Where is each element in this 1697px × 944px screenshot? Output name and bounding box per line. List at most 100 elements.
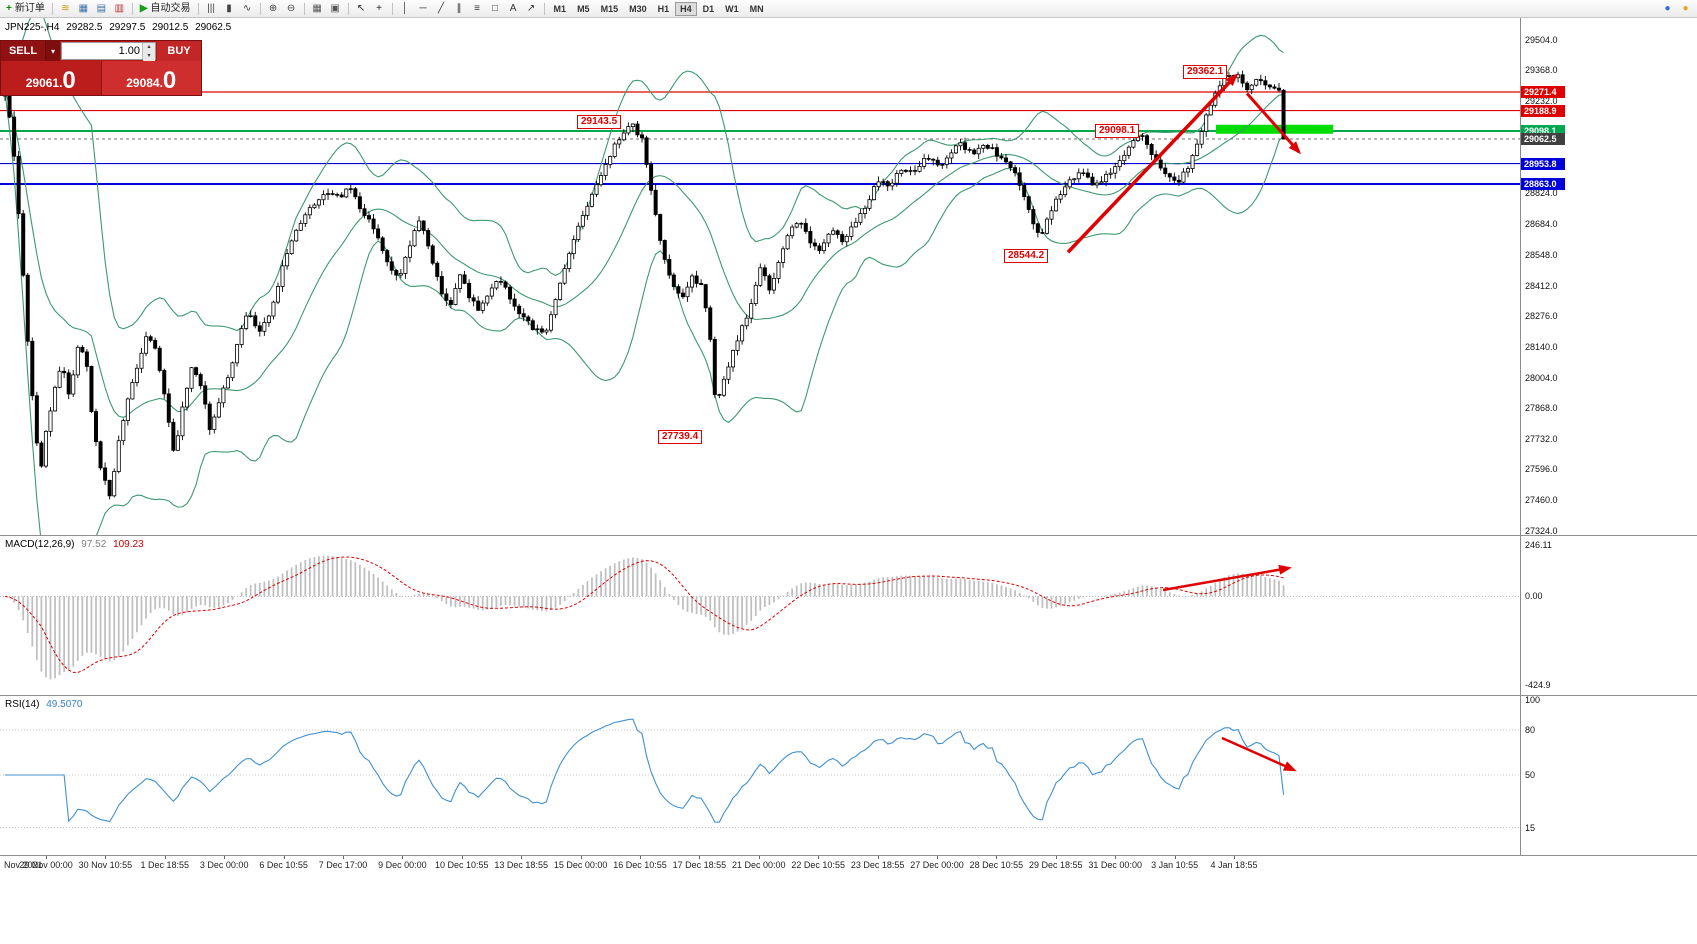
zoom-in-icon[interactable]: ⊕ [265, 1, 282, 16]
toolbar-separator [391, 2, 393, 15]
horizontal-line-icon: ─ [419, 2, 427, 14]
terminal-icon: ▥ [114, 2, 125, 14]
horizontal-line-icon[interactable]: ─ [415, 1, 432, 16]
help-search-icon[interactable]: ● [1677, 1, 1694, 16]
macd-title: MACD(12,26,9) [5, 539, 75, 550]
toolbar-separator [347, 2, 349, 15]
volume-decrease-button[interactable]: ▾ [143, 52, 155, 61]
macd-axis[interactable]: 246.11 0.00 -424.9 [1520, 536, 1697, 695]
trendline-icon[interactable]: ╱ [433, 1, 450, 16]
toolbar-separator [51, 2, 53, 15]
line-chart-icon[interactable]: ∿ [239, 1, 256, 16]
time-axis-tick [1174, 856, 1176, 859]
time-axis-tick [699, 856, 701, 859]
new-order-button[interactable]: + 新订单 [3, 1, 48, 16]
new-chart-icon: ▦ [78, 2, 89, 14]
time-axis-label: 29 Nov 00:00 [19, 860, 73, 870]
sell-button[interactable]: SELL [1, 41, 45, 61]
rsi-header: RSI(14) 49.5070 [5, 699, 82, 710]
profiles-icon[interactable]: ▤ [93, 1, 110, 16]
toolbar-separator [259, 2, 261, 15]
time-axis-label: 7 Dec 17:00 [318, 860, 368, 870]
price-axis-label: 29368.0 [1525, 65, 1558, 76]
arrow-tools-icon: ↗ [526, 2, 536, 14]
price-axis-label: 28824.0 [1525, 187, 1558, 198]
candlestick-chart-icon: ▮ [226, 2, 232, 14]
fibonacci-icon[interactable]: ≡ [469, 1, 486, 16]
price-axis-label: 28140.0 [1525, 341, 1558, 352]
timeframe-w1[interactable]: W1 [725, 3, 739, 14]
macd-scale-label: 0.00 [1525, 591, 1543, 602]
rsi-plot[interactable] [0, 696, 1520, 855]
tile-windows-icon: ▦ [312, 2, 322, 14]
rsi-axis[interactable]: 100 80 50 15 [1520, 696, 1697, 855]
shapes-icon[interactable]: □ [487, 1, 504, 16]
terminal-icon[interactable]: ▥ [111, 1, 128, 16]
time-axis-label: 13 Dec 18:55 [494, 860, 548, 870]
cursor-icon[interactable]: ↖ [353, 1, 370, 16]
rsi-panel: 100 80 50 15 RSI(14) 49.5070 [0, 695, 1697, 855]
volume-increase-button[interactable]: ▴ [143, 43, 155, 52]
timeframe-d1[interactable]: D1 [702, 3, 715, 14]
auto-arrange-icon[interactable]: ▣ [327, 1, 344, 16]
sell-price-button[interactable]: 29061. 0 [1, 61, 101, 95]
bottom-margin [0, 871, 1697, 944]
price-axis-label: 27868.0 [1525, 403, 1558, 414]
channel-icon[interactable]: ∥ [451, 1, 468, 16]
timeframe-mn[interactable]: MN [749, 3, 764, 14]
volume-input[interactable] [62, 43, 142, 59]
time-axis-label: 16 Dec 10:55 [613, 860, 667, 870]
timeframe-m5[interactable]: M5 [577, 3, 590, 14]
zoom-in-icon: ⊕ [268, 2, 278, 14]
toolbar-separator [543, 2, 545, 15]
autotrading-play-icon: ▶ [139, 2, 148, 14]
arrow-tools-icon[interactable]: ↗ [523, 1, 540, 16]
time-axis-label: 4 Jan 18:55 [1210, 860, 1258, 870]
time-axis-label: 1 Dec 18:55 [140, 860, 190, 870]
order-options-dropdown[interactable]: ▾ [45, 41, 60, 61]
candlestick-chart-icon[interactable]: ▮ [221, 1, 238, 16]
time-axis-label: 22 Dec 10:55 [791, 860, 845, 870]
time-axis-tick [818, 856, 820, 859]
bar-chart-icon[interactable]: ||| [203, 1, 220, 16]
time-axis-label: 29 Dec 18:55 [1029, 860, 1083, 870]
timeframe-m1[interactable]: M1 [553, 3, 567, 14]
time-axis-tick [580, 856, 582, 859]
rsi-title: RSI(14) [5, 699, 40, 710]
time-axis-tick [46, 856, 47, 859]
chart-low-value: 29012.5 [152, 22, 189, 33]
text-icon[interactable]: A [505, 1, 522, 16]
crosshair-icon: + [376, 2, 382, 14]
time-axis-tick [343, 856, 344, 859]
community-icon[interactable]: ● [1659, 1, 1676, 16]
timeframe-m30[interactable]: M30 [629, 3, 647, 14]
timeframe-m15[interactable]: M15 [600, 3, 619, 14]
cursor-icon: ↖ [356, 2, 366, 14]
crosshair-icon[interactable]: + [371, 1, 388, 16]
buy-price-button[interactable]: 29084. 0 [100, 61, 201, 95]
new-chart-icon[interactable]: ▦ [75, 1, 92, 16]
autotrading-button[interactable]: ▶ 自动交易 [137, 1, 194, 16]
buy-button[interactable]: BUY [157, 41, 201, 61]
time-axis[interactable]: Nov 2021 29 Nov 00:00 30 Nov 10:55 1 Dec 18… [0, 855, 1697, 871]
price-axis[interactable]: 29504.0 29368.0 29232.0 28824.0 28684.0 28548… [1520, 18, 1697, 535]
time-axis-label: 3 Dec 00:00 [199, 860, 249, 870]
time-axis-tick [283, 856, 285, 859]
market-watch-icon[interactable]: ≋ [57, 1, 74, 16]
time-axis-label: 27 Dec 00:00 [910, 860, 964, 870]
vertical-line-icon[interactable]: │ [397, 1, 414, 16]
timeframe-h4[interactable]: H4 [675, 1, 697, 16]
chart-ohlc-header: JPN225-,H4 29282.5 29297.5 29012.5 29062… [5, 22, 235, 33]
time-axis-label: Nov 2021 [4, 860, 43, 870]
chevron-down-icon: ▾ [50, 46, 55, 56]
price-axis-label: 28412.0 [1525, 280, 1558, 291]
tile-windows-icon[interactable]: ▦ [309, 1, 326, 16]
rsi-scale-label: 100 [1525, 695, 1541, 705]
zoom-out-icon[interactable]: ⊖ [283, 1, 300, 16]
price-tag: 29271.4 [1521, 86, 1565, 98]
timeframe-h1[interactable]: H1 [657, 3, 670, 14]
macd-plot[interactable] [0, 536, 1520, 695]
toolbar-separator [303, 2, 305, 15]
bid-price-big-digit: 0 [62, 67, 76, 94]
price-chart-plot[interactable] [0, 18, 1520, 535]
